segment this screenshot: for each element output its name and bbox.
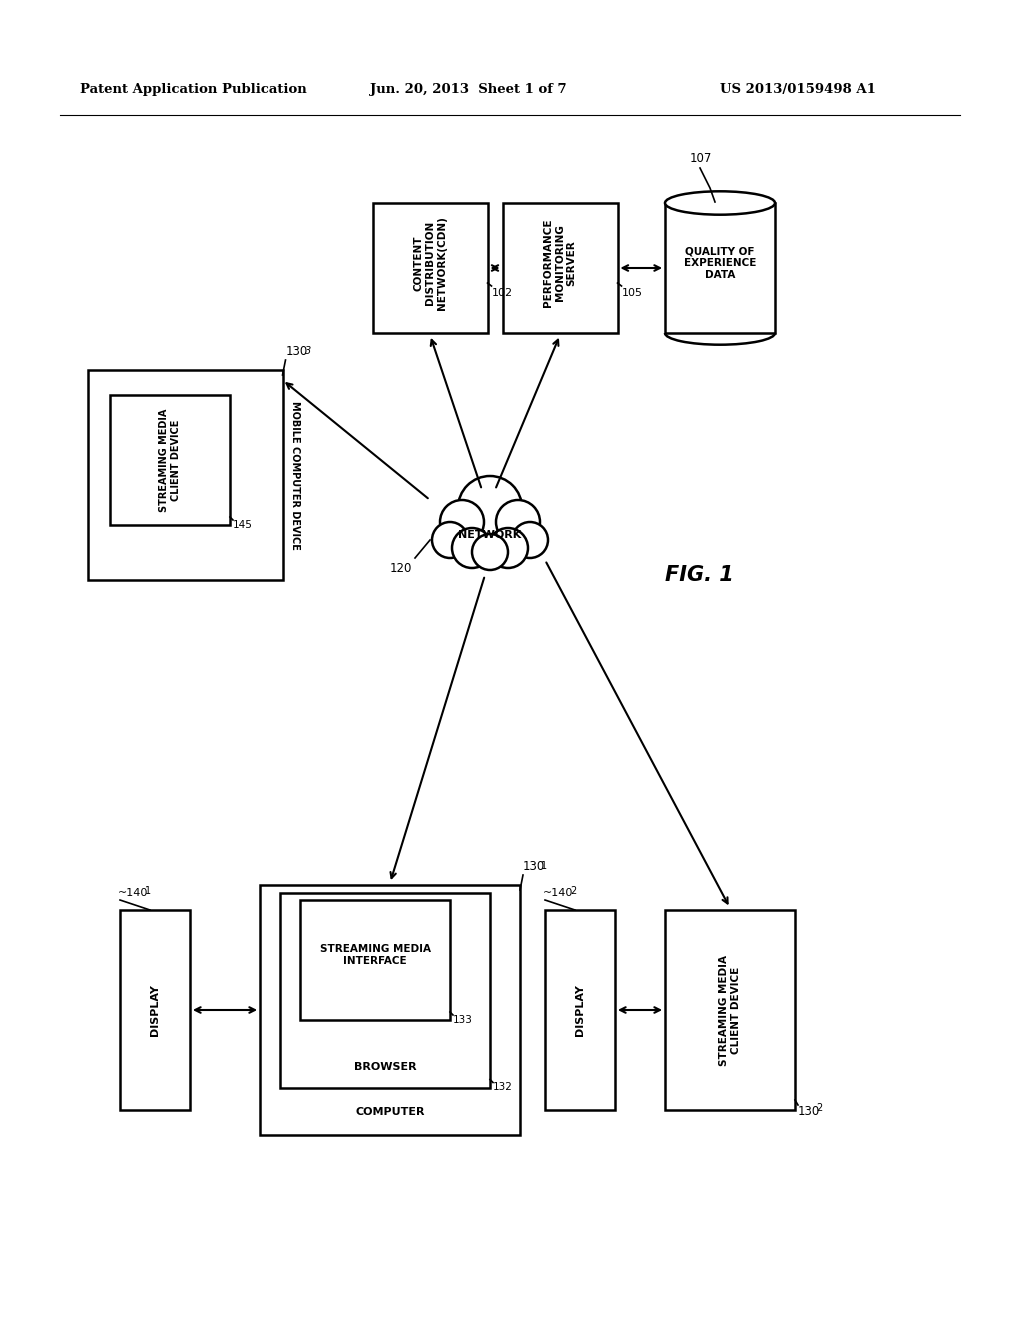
Text: COMPUTER: COMPUTER xyxy=(355,1107,425,1117)
Text: PERFORMANCE
MONITORING
SERVER: PERFORMANCE MONITORING SERVER xyxy=(544,219,577,308)
Circle shape xyxy=(452,528,492,568)
Text: 132: 132 xyxy=(493,1082,513,1093)
Text: STREAMING MEDIA
INTERFACE: STREAMING MEDIA INTERFACE xyxy=(319,944,430,966)
Bar xyxy=(503,203,617,333)
Text: ~140: ~140 xyxy=(118,888,148,898)
Text: Patent Application Publication: Patent Application Publication xyxy=(80,83,307,96)
Text: STREAMING MEDIA
CLIENT DEVICE: STREAMING MEDIA CLIENT DEVICE xyxy=(159,408,181,512)
Text: DISPLAY: DISPLAY xyxy=(150,985,160,1036)
Text: 130: 130 xyxy=(286,345,308,358)
Text: 107: 107 xyxy=(690,152,713,165)
Text: MOBILE COMPUTER DEVICE: MOBILE COMPUTER DEVICE xyxy=(291,400,300,549)
Text: 145: 145 xyxy=(233,520,253,531)
Text: 1: 1 xyxy=(145,886,152,896)
Bar xyxy=(545,909,615,1110)
Circle shape xyxy=(496,500,540,544)
Text: 102: 102 xyxy=(492,288,513,298)
Bar xyxy=(665,909,795,1110)
Circle shape xyxy=(472,535,508,570)
Bar xyxy=(260,884,520,1135)
Bar xyxy=(110,395,230,525)
Text: 130: 130 xyxy=(523,861,545,873)
Circle shape xyxy=(488,528,528,568)
Circle shape xyxy=(440,500,484,544)
Bar xyxy=(280,892,490,1088)
Text: 1: 1 xyxy=(541,861,547,871)
Bar xyxy=(373,203,487,333)
Text: 2: 2 xyxy=(570,886,577,896)
Bar xyxy=(665,203,775,333)
Text: DISPLAY: DISPLAY xyxy=(575,985,585,1036)
Text: CONTENT
DISTRIBUTION
NETWORK(CDN): CONTENT DISTRIBUTION NETWORK(CDN) xyxy=(414,216,446,310)
Text: US 2013/0159498 A1: US 2013/0159498 A1 xyxy=(720,83,876,96)
Text: ~140: ~140 xyxy=(543,888,573,898)
Text: 3: 3 xyxy=(304,346,310,356)
Bar xyxy=(300,900,450,1020)
Text: 130: 130 xyxy=(798,1105,820,1118)
Text: Jun. 20, 2013  Sheet 1 of 7: Jun. 20, 2013 Sheet 1 of 7 xyxy=(370,83,566,96)
Bar xyxy=(120,909,190,1110)
Circle shape xyxy=(432,521,468,558)
Text: FIG. 1: FIG. 1 xyxy=(665,565,734,585)
Text: 133: 133 xyxy=(453,1015,473,1026)
Text: STREAMING MEDIA
CLIENT DEVICE: STREAMING MEDIA CLIENT DEVICE xyxy=(719,954,740,1065)
Text: QUALITY OF
EXPERIENCE
DATA: QUALITY OF EXPERIENCE DATA xyxy=(684,247,756,280)
Text: BROWSER: BROWSER xyxy=(353,1063,417,1072)
Text: NETWORK: NETWORK xyxy=(459,531,521,540)
Circle shape xyxy=(512,521,548,558)
Text: 2: 2 xyxy=(816,1104,822,1113)
Ellipse shape xyxy=(665,191,775,215)
Bar xyxy=(87,370,283,579)
Circle shape xyxy=(458,477,522,540)
Text: 120: 120 xyxy=(390,562,413,576)
Text: 105: 105 xyxy=(622,288,642,298)
